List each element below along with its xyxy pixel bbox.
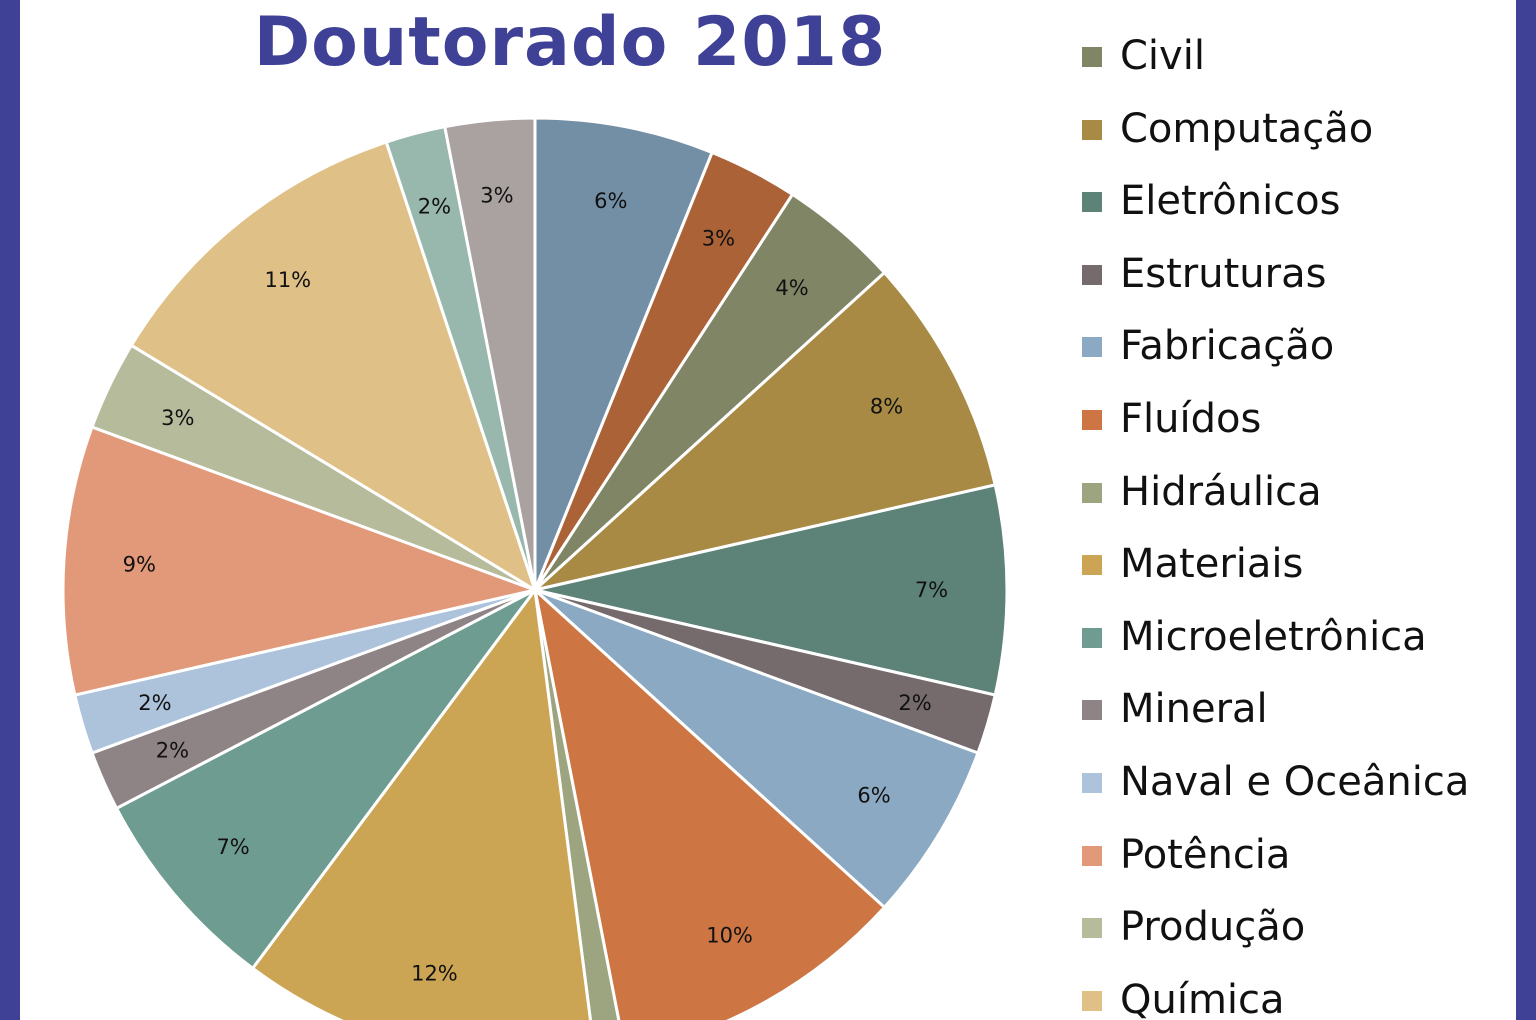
legend-label: Microeletrônica [1120,613,1427,660]
pie-chart: 6% 3% 4% 8% 7% 2% 6% 10% 12% 7% 2% 2% 9% 3% 11% 2% 3% [61,116,1009,1020]
legend-swatch [1082,555,1102,576]
pie-slice-1 [533,116,715,591]
pie-slice-14 [61,425,541,697]
pie-slice-9 [533,589,621,1020]
legend-label: Mineral [1120,686,1268,733]
pie-slice-5 [534,483,1009,697]
legend-swatch [1082,410,1102,430]
legend-label: Fabricação [1120,323,1335,370]
legend-label: Produção [1120,904,1306,951]
pie-slice-8 [532,585,887,1020]
legend-swatch [1082,700,1102,721]
legend-label: Fluídos [1120,396,1262,442]
legend-label: Naval e Oceânica [1120,759,1470,805]
legend-label: Computação [1120,105,1374,152]
slice-label-10: 12% [411,962,458,986]
legend-swatch [1082,192,1102,213]
slice-label-8: 10% [706,923,753,947]
legend-swatch [1082,845,1102,866]
slice-label-12: 2% [156,738,189,762]
legend-label: Civil [1120,33,1205,79]
legend-swatch [1082,119,1102,140]
slice-label-1: 6% [594,189,627,213]
legend-swatch [1082,990,1102,1011]
legend-label: Química [1120,976,1285,1020]
legend-label: Materiais [1120,541,1304,588]
slice-label-13: 2% [138,691,171,715]
slice-label-14: 9% [123,553,156,577]
slice-label-18: 3% [480,183,513,207]
slice-label-5: 7% [915,578,948,602]
legend-label: Potência [1120,831,1291,878]
slice-label-11: 7% [216,835,249,859]
legend-swatch [1082,264,1102,285]
legend-swatch [1082,337,1102,358]
legend-label: Eletrônicos [1120,178,1341,225]
legend-swatch [1082,773,1102,793]
chart-title: Doutorado 2018 [253,3,887,82]
slice-label-2: 3% [702,226,735,250]
slice-label-6: 2% [898,691,931,715]
pie-slice-16 [129,140,538,594]
legend-label: Estruturas [1120,250,1327,297]
legend-swatch [1082,627,1102,648]
legend-swatch [1082,47,1102,67]
slice-label-4: 8% [870,395,903,419]
pie-slice-18 [443,116,537,591]
legend-swatch [1082,918,1102,939]
slice-label-15: 3% [161,406,194,430]
legend-swatch [1082,482,1102,503]
pie-slice-11 [114,588,537,971]
slice-label-7: 6% [857,784,890,808]
slice-label-16: 11% [264,268,311,292]
slice-label-17: 2% [418,194,451,218]
pie-slice-10 [250,586,592,1020]
pie-slice-7 [533,588,980,910]
legend-label: Hidráulica [1120,468,1322,515]
slice-label-3: 4% [775,276,808,300]
